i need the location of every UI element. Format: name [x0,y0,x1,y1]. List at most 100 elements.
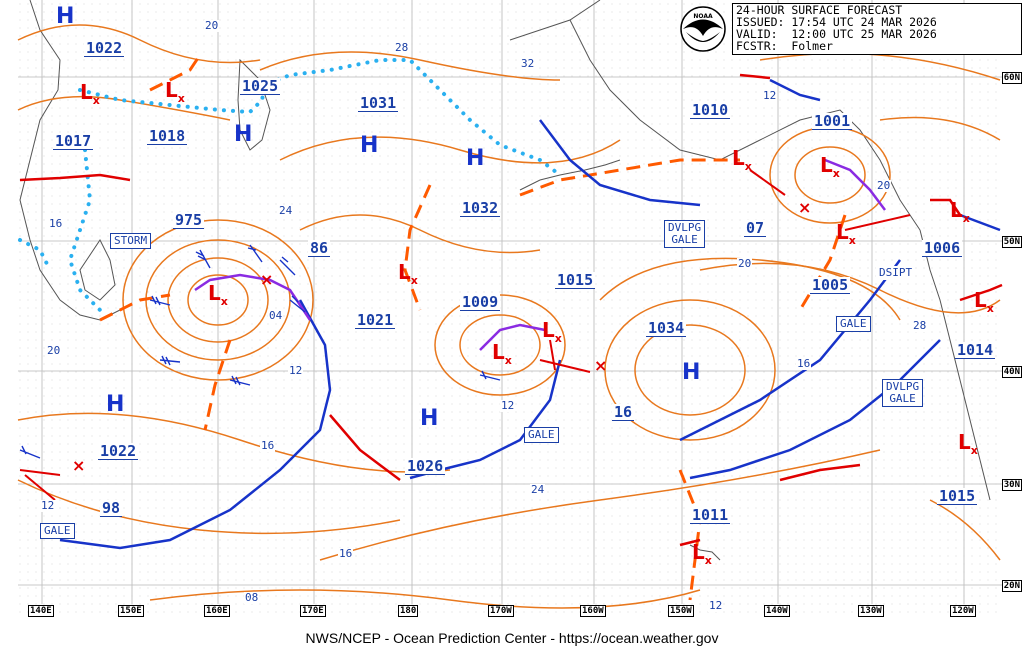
developing-gale-box: DVLPG GALE [664,220,706,248]
pressure-label: 975 [173,211,205,229]
pressure-label: 1014 [955,341,996,359]
gale-warning-box: GALE [524,427,559,443]
pressure-label: 1022 [98,442,139,460]
isobar-value: 16 [260,439,276,452]
isobar-value: 24 [530,483,546,496]
gale-warning-box: GALE [836,316,871,332]
developing-gale-box: DVLPG GALE [882,379,924,407]
longitude-label: 160E [204,605,230,617]
longitude-label: 170W [488,605,514,617]
isobar-value: 08 [244,591,260,604]
low-pressure-symbol: Lx [836,220,856,247]
gale-warning-box: GALE [40,523,75,539]
longitude-label: 150W [668,605,694,617]
low-pressure-symbol: Lx [732,146,752,173]
pressure-label: 1026 [405,457,446,475]
longitude-label: 140W [764,605,790,617]
isobar-value: 12 [288,364,304,377]
latitude-label: 30N [1001,479,1022,491]
pressure-label: 1032 [460,199,501,217]
high-pressure-symbol: H [56,4,75,29]
isobar-value: 16 [796,357,812,370]
box-text: DSIPT [879,266,913,279]
low-pressure-symbol: Lx [165,78,185,105]
high-pressure-symbol: H [360,133,379,158]
pressure-label: 1018 [147,127,188,145]
low-pressure-symbol: Lx [398,260,418,287]
isobar-value: 20 [737,257,753,270]
isobar-value: 28 [394,41,410,54]
box-text: GALE [840,317,867,330]
high-pressure-symbol: H [420,406,439,431]
isobar-value: 20 [876,179,892,192]
isobar-value: 20 [204,19,220,32]
latitude-label: 50N [1001,236,1022,248]
wind-barbs [19,244,501,459]
forecast-title: 24-HOUR SURFACE FORECAST [736,3,903,17]
hawaii [689,544,721,561]
isobar-value: 12 [500,399,516,412]
low-pressure-symbol: Lx [692,540,712,567]
low-pressure-symbol: Lx [950,198,970,225]
pressure-label: 98 [100,499,123,517]
isobar-value: 12 [40,499,56,512]
issued-time: ISSUED: 17:54 UTC 24 MAR 2026 [736,15,937,29]
low-motion-arrows [19,169,911,501]
noaa-logo: NOAA [680,6,726,52]
longitude-label: 120W [950,605,976,617]
footer-credit: NWS/NCEP - Ocean Prediction Center - htt… [0,624,1024,652]
isobar-value: 24 [278,204,294,217]
pressure-label: 1022 [84,39,125,57]
forecast-position-marker: × [798,198,812,217]
pressure-label: 1031 [358,94,399,112]
japan-islands [79,239,116,301]
pressure-label: 1001 [812,112,853,130]
high-pressure-symbol: H [682,360,701,385]
longitude-label: 160W [580,605,606,617]
low-pressure-symbol: Lx [820,153,840,180]
box-text: GALE [44,524,71,537]
isobar-value: 16 [338,547,354,560]
pressure-label: 1017 [53,132,94,150]
pressure-label: 16 [612,403,635,421]
pressure-label: 1010 [690,101,731,119]
pressure-label: 1015 [555,271,596,289]
box-text: STORM [114,234,148,247]
valid-time: VALID: 12:00 UTC 25 MAR 2026 [736,27,937,41]
pressure-label: 1015 [937,487,978,505]
isobar-value: 04 [268,309,284,322]
pressure-label: 1006 [922,239,963,257]
isobar-value: 32 [520,57,536,70]
low-pressure-symbol: Lx [958,430,978,457]
isobar-value: 28 [912,319,928,332]
cold-fronts [59,78,1001,550]
longitude-label: 130W [858,605,884,617]
occluded-fronts [194,158,886,351]
alaska-coast [509,0,921,231]
pressure-label: 1025 [240,77,281,95]
high-pressure-symbol: H [466,146,485,171]
isobar-value: 20 [46,344,62,357]
box-text: DVLPG [886,380,920,393]
pressure-label: 1005 [810,276,851,294]
longitude-label: 180 [398,605,419,617]
forecast-header: 24-HOUR SURFACE FORECAST ISSUED: 17:54 U… [732,3,1022,55]
isobar-value: 12 [708,599,724,612]
high-pressure-symbol: H [234,122,253,147]
pressure-label: 1021 [355,311,396,329]
low-pressure-symbol: Lx [492,340,512,367]
isobar-value: 12 [762,89,778,102]
latitude-label: 20N [1001,580,1022,592]
storm-warning-box: STORM [110,233,152,249]
latitude-label: 40N [1001,366,1022,378]
low-pressure-symbol: Lx [542,318,562,345]
logo-text: NOAA [693,13,713,20]
na-coast [919,229,991,501]
longitude-label: 170E [300,605,326,617]
box-text: GALE [671,233,698,246]
low-pressure-symbol: Lx [80,80,100,107]
low-pressure-symbol: Lx [208,281,228,308]
asia-coast [19,0,121,321]
box-text: GALE [528,428,555,441]
